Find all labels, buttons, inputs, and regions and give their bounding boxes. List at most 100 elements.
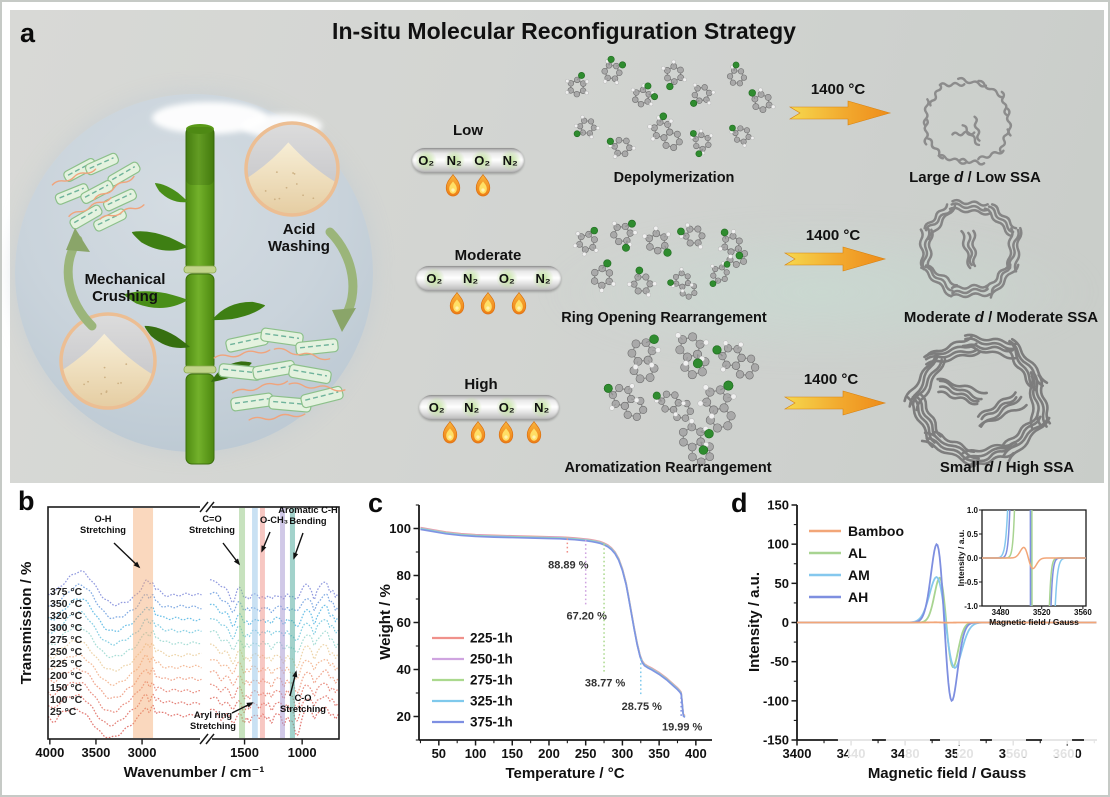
ftir-curve-25°C bbox=[47, 704, 339, 739]
svg-text:Intensity / a.u.: Intensity / a.u. bbox=[956, 530, 966, 587]
spectral-band bbox=[280, 508, 285, 738]
svg-text:350 °C: 350 °C bbox=[50, 598, 83, 610]
flame-icon bbox=[442, 420, 458, 444]
gas-label: N₂ bbox=[459, 268, 482, 289]
svg-text:3480: 3480 bbox=[891, 746, 920, 761]
panel-b-label: b bbox=[18, 486, 35, 516]
gas-label: O₂ bbox=[495, 268, 518, 289]
spectral-band bbox=[289, 508, 296, 738]
flame-icon bbox=[480, 291, 496, 315]
svg-text:-0.5: -0.5 bbox=[964, 578, 978, 587]
svg-text:50: 50 bbox=[432, 746, 446, 761]
svg-text:Bending: Bending bbox=[289, 516, 327, 526]
svg-text:3520: 3520 bbox=[1033, 608, 1051, 617]
svg-text:325-1h: 325-1h bbox=[470, 694, 513, 709]
svg-text:4000: 4000 bbox=[35, 745, 64, 760]
svg-text:Aromatic C-H: Aromatic C-H bbox=[278, 505, 338, 515]
svg-text:400: 400 bbox=[685, 746, 707, 761]
svg-text:3600: 3600 bbox=[1053, 746, 1082, 761]
svg-text:100: 100 bbox=[465, 746, 487, 761]
svg-text:320 °C: 320 °C bbox=[50, 610, 83, 622]
flame-icon bbox=[511, 291, 527, 315]
svg-text:Stretching: Stretching bbox=[189, 525, 235, 535]
cycle-arrows bbox=[63, 227, 358, 332]
svg-text:1.0: 1.0 bbox=[967, 506, 979, 515]
svg-text:3440: 3440 bbox=[837, 746, 866, 761]
svg-text:-1.0: -1.0 bbox=[964, 602, 978, 611]
mechanical-crushing-label: Mechanical Crushing bbox=[84, 271, 166, 306]
powder-photo bbox=[59, 312, 157, 410]
level-name-high: High bbox=[464, 376, 498, 393]
svg-text:40: 40 bbox=[397, 662, 411, 677]
cellulose-bundle bbox=[51, 152, 145, 232]
svg-text:275 °C: 275 °C bbox=[50, 634, 83, 646]
carbon-moderate-d bbox=[918, 198, 1023, 299]
svg-text:150: 150 bbox=[501, 746, 523, 761]
tga-curve-225-1h bbox=[420, 526, 686, 717]
mechanical-crushing-line2: Crushing bbox=[92, 287, 158, 305]
svg-text:100 °C: 100 °C bbox=[50, 694, 83, 706]
svg-text:3560: 3560 bbox=[1074, 608, 1092, 617]
gas-tube-low: O₂ N₂ O₂ N₂ bbox=[412, 148, 524, 173]
svg-text:Depolymerization: Depolymerization bbox=[614, 170, 735, 186]
acid-washing-line2: Washing bbox=[268, 237, 330, 255]
acid-washed-fibers bbox=[213, 327, 346, 421]
svg-text:Wavenumber / cm⁻¹: Wavenumber / cm⁻¹ bbox=[124, 764, 265, 781]
svg-text:20: 20 bbox=[397, 709, 411, 724]
svg-text:88.89 %: 88.89 % bbox=[548, 560, 589, 572]
svg-text:250 °C: 250 °C bbox=[50, 646, 83, 658]
gas-label: N₂ bbox=[531, 397, 553, 418]
acid-washing-label: Acid Washing bbox=[268, 221, 330, 256]
svg-text:Intensity / a.u.: Intensity / a.u. bbox=[746, 572, 763, 672]
flame-icon bbox=[470, 420, 486, 444]
svg-text:350: 350 bbox=[648, 746, 670, 761]
svg-text:275-1h: 275-1h bbox=[470, 673, 513, 688]
tga-curve-375-1h bbox=[420, 528, 686, 718]
svg-text:Stretching: Stretching bbox=[280, 704, 326, 714]
svg-text:Aromatization Rearrangement: Aromatization Rearrangement bbox=[564, 460, 771, 476]
svg-text:300 °C: 300 °C bbox=[50, 622, 83, 634]
molecules-depolymerization bbox=[564, 55, 776, 159]
svg-text:200: 200 bbox=[538, 746, 560, 761]
molecules-ring-opening bbox=[572, 219, 749, 300]
svg-text:50: 50 bbox=[775, 576, 789, 591]
ftir-curve-300°C bbox=[47, 610, 339, 646]
carbon-small-d bbox=[903, 333, 1052, 469]
panel-d-label: d bbox=[731, 488, 748, 518]
gas-label: O₂ bbox=[425, 397, 448, 418]
svg-text:AL: AL bbox=[848, 545, 867, 561]
gas-label: N₂ bbox=[499, 150, 521, 171]
svg-text:375-1h: 375-1h bbox=[470, 715, 513, 730]
svg-text:28.75 %: 28.75 % bbox=[622, 701, 663, 713]
svg-text:150: 150 bbox=[767, 498, 789, 513]
carbon-large-d bbox=[922, 76, 1013, 166]
mechanical-crushing-line1: Mechanical bbox=[84, 271, 166, 288]
svg-text:AM: AM bbox=[848, 567, 870, 583]
panel-a-title: In-situ Molecular Reconfiguration Strate… bbox=[332, 18, 796, 44]
svg-text:1400 °C: 1400 °C bbox=[806, 227, 861, 244]
ftir-curve-320°C bbox=[47, 598, 339, 633]
svg-text:C=O: C=O bbox=[202, 514, 221, 524]
svg-text:0: 0 bbox=[782, 615, 789, 630]
svg-text:0.5: 0.5 bbox=[967, 530, 979, 539]
heat-arrow bbox=[783, 390, 887, 416]
level-name-low: Low bbox=[453, 122, 483, 139]
svg-text:AH: AH bbox=[848, 589, 868, 605]
tga-curve-275-1h bbox=[420, 527, 686, 718]
svg-text:Stretching: Stretching bbox=[80, 525, 126, 535]
result-label: Moderate d / Moderate SSA bbox=[904, 309, 1098, 326]
bamboo-leaf bbox=[124, 291, 188, 308]
result-label: Large d / Low SSA bbox=[909, 169, 1041, 186]
ftir-curve-200°C bbox=[47, 667, 339, 700]
svg-text:1500: 1500 bbox=[230, 745, 259, 760]
gas-label: O₂ bbox=[495, 397, 518, 418]
bamboo-plant bbox=[124, 124, 266, 465]
flame-icon bbox=[445, 173, 461, 197]
svg-text:38.77 %: 38.77 % bbox=[585, 677, 626, 689]
svg-text:3400: 3400 bbox=[783, 746, 812, 761]
ftir-curve-275°C bbox=[47, 624, 339, 659]
epr-inset-curve-Bamboo bbox=[982, 546, 1086, 570]
epr-inset: 3480 3520 3560 1.0 0.5 0.0 -0.5 -1.0 Magnetic fi… bbox=[956, 506, 1092, 627]
